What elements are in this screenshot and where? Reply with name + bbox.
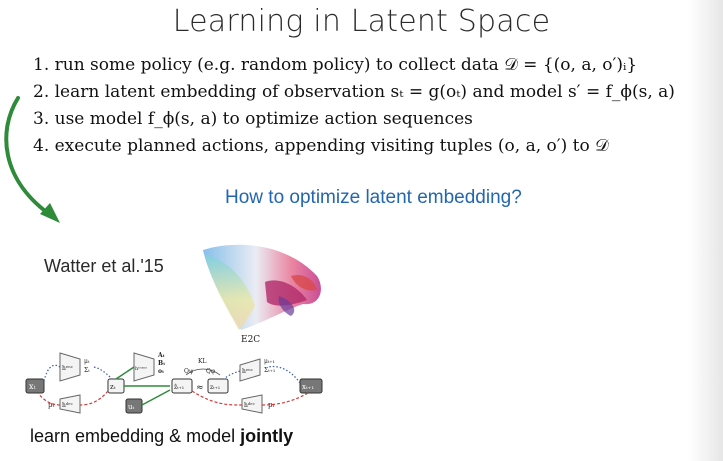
step-4: 4. execute planned actions, appending vi… (33, 136, 609, 156)
b-t-label: Bₜ (158, 360, 165, 367)
encoder-block (59, 352, 81, 382)
z-t-label: zₜ (110, 383, 116, 391)
transition-label: hᵗʳᵃⁿˢ (135, 366, 147, 372)
right-shade (689, 0, 723, 461)
embedding-label: E2C (241, 335, 260, 345)
approx-label: ≈ (196, 383, 204, 393)
q-phi-label: Qφ (206, 368, 215, 375)
transition-block (133, 352, 155, 382)
mu-t-label: μₜ (84, 358, 90, 365)
step-3: 3. use model f_ϕ(s, a) to optimize actio… (33, 109, 473, 129)
encoder-label: hᵉⁿᶜ (62, 365, 73, 372)
a-t-label: Aₜ (157, 352, 165, 359)
encoder-block-right (239, 358, 261, 382)
u-t-label: uₜ (128, 403, 135, 411)
z-next-node (207, 378, 229, 394)
mu-next-label: μₜ₊₁ (264, 358, 275, 365)
question-text: How to optimize latent embedding? (225, 187, 522, 208)
steps-list: 1. run some policy (e.g. random policy) … (33, 52, 675, 160)
footer-prefix: learn embedding & model (30, 426, 241, 446)
kl-label: KL (198, 358, 206, 365)
z-next-label: zₜ₊₁ (210, 384, 220, 391)
citation: Watter et al.'15 (44, 256, 164, 276)
p-t-label: pₜ (48, 401, 54, 409)
x-t-node (25, 378, 45, 394)
e2c-architecture-diagram: xₜ hᵉⁿᶜ μₜ Σₜ hᵈᵉᶜ pₜ zₜ uₜ hᵗʳᵃⁿˢ Aₜ Bₜ… (25, 352, 323, 414)
decoder-block-left (59, 394, 81, 414)
q-psi-label: Qψ (184, 368, 194, 375)
decoder-label-right: hᵈᵉᶜ (244, 402, 255, 409)
loop-arrow (4, 96, 60, 223)
x-next-label: xₜ₊₁ (302, 383, 314, 391)
u-t-node (125, 398, 143, 414)
p-next-label: pₜ (268, 401, 274, 409)
sigma-next-label: Σₜ₊₁ (264, 367, 275, 374)
footer-text: learn embedding & model jointly (30, 426, 293, 447)
footer-bold: jointly (240, 426, 294, 446)
z-hat-node (171, 378, 193, 394)
embedding-plot: E2C (203, 244, 321, 345)
decoder-label-left: hᵈᵉᶜ (62, 402, 73, 409)
encoder-label-right: hᵉⁿᶜ (242, 368, 253, 375)
z-hat-label: ẑₜ₊₁ (174, 384, 184, 391)
sigma-t-label: Σₜ (84, 367, 90, 374)
o-t-label: oₜ (158, 368, 164, 375)
slide-title: Learning in Latent Space (172, 4, 551, 39)
step-1: 1. run some policy (e.g. random policy) … (33, 55, 638, 75)
x-next-node (299, 378, 323, 394)
step-2: 2. learn latent embedding of observation… (33, 82, 675, 102)
x-t-label: xₜ (29, 382, 36, 391)
decoder-block-right (241, 394, 263, 414)
